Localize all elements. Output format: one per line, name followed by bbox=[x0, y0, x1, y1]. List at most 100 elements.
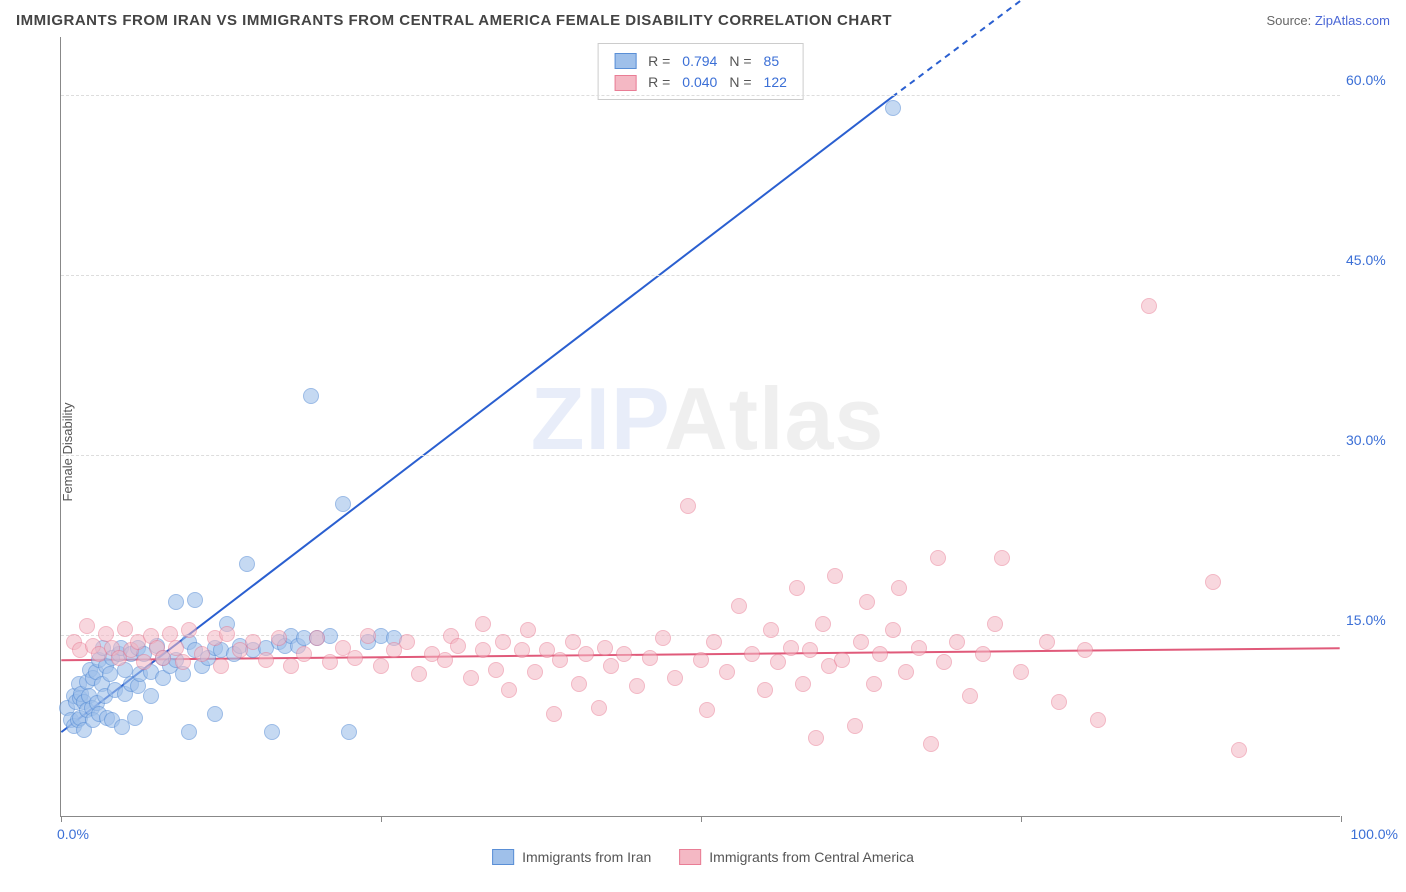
y-tick-label: 30.0% bbox=[1346, 432, 1398, 448]
data-point-central_america bbox=[815, 616, 831, 632]
data-point-central_america bbox=[853, 634, 869, 650]
data-point-central_america bbox=[642, 650, 658, 666]
data-point-central_america bbox=[347, 650, 363, 666]
data-point-central_america bbox=[731, 598, 747, 614]
data-point-central_america bbox=[450, 638, 466, 654]
data-point-central_america bbox=[770, 654, 786, 670]
data-point-central_america bbox=[1013, 664, 1029, 680]
data-point-iran bbox=[143, 688, 159, 704]
data-point-central_america bbox=[437, 652, 453, 668]
legend-series: Immigrants from Iran Immigrants from Cen… bbox=[492, 849, 914, 865]
chart-title: IMMIGRANTS FROM IRAN VS IMMIGRANTS FROM … bbox=[16, 12, 892, 29]
plot-area: ZIPAtlas R = 0.794 N = 85 R = 0.040 N = … bbox=[60, 37, 1340, 817]
data-point-central_america bbox=[591, 700, 607, 716]
data-point-iran bbox=[341, 724, 357, 740]
data-point-central_america bbox=[795, 676, 811, 692]
x-tick bbox=[701, 816, 702, 822]
gridline bbox=[61, 275, 1340, 276]
data-point-central_america bbox=[891, 580, 907, 596]
gridline bbox=[61, 95, 1340, 96]
data-point-central_america bbox=[898, 664, 914, 680]
data-point-central_america bbox=[565, 634, 581, 650]
data-point-central_america bbox=[847, 718, 863, 734]
data-point-iran bbox=[335, 496, 351, 512]
y-tick-label: 45.0% bbox=[1346, 252, 1398, 268]
x-tick bbox=[1341, 816, 1342, 822]
data-point-central_america bbox=[616, 646, 632, 662]
data-point-iran bbox=[102, 666, 118, 682]
data-point-central_america bbox=[373, 658, 389, 674]
data-point-central_america bbox=[552, 652, 568, 668]
data-point-central_america bbox=[699, 702, 715, 718]
swatch-iran bbox=[492, 849, 514, 865]
data-point-central_america bbox=[296, 646, 312, 662]
data-point-iran bbox=[168, 594, 184, 610]
data-point-central_america bbox=[271, 630, 287, 646]
source-prefix: Source: bbox=[1266, 13, 1314, 28]
data-point-central_america bbox=[495, 634, 511, 650]
data-point-central_america bbox=[936, 654, 952, 670]
data-point-central_america bbox=[1141, 298, 1157, 314]
data-point-central_america bbox=[213, 658, 229, 674]
data-point-iran bbox=[303, 388, 319, 404]
data-point-iran bbox=[239, 556, 255, 572]
data-point-central_america bbox=[866, 676, 882, 692]
data-point-central_america bbox=[994, 550, 1010, 566]
data-point-central_america bbox=[520, 622, 536, 638]
data-point-central_america bbox=[885, 622, 901, 638]
data-point-central_america bbox=[79, 618, 95, 634]
data-point-central_america bbox=[1090, 712, 1106, 728]
swatch-ca bbox=[679, 849, 701, 865]
x-axis-min-label: 0.0% bbox=[57, 826, 89, 842]
legend-label-ca: Immigrants from Central America bbox=[709, 849, 914, 865]
data-point-central_america bbox=[975, 646, 991, 662]
data-point-central_america bbox=[763, 622, 779, 638]
y-tick-label: 15.0% bbox=[1346, 612, 1398, 628]
source: Source: ZipAtlas.com bbox=[1266, 13, 1390, 28]
legend-item-iran: Immigrants from Iran bbox=[492, 849, 651, 865]
data-point-iran bbox=[187, 592, 203, 608]
data-point-central_america bbox=[808, 730, 824, 746]
data-point-central_america bbox=[283, 658, 299, 674]
data-point-central_america bbox=[1205, 574, 1221, 590]
data-point-central_america bbox=[667, 670, 683, 686]
data-point-central_america bbox=[757, 682, 773, 698]
data-point-central_america bbox=[719, 664, 735, 680]
data-point-central_america bbox=[834, 652, 850, 668]
gridline bbox=[61, 455, 1340, 456]
x-tick bbox=[1021, 816, 1022, 822]
source-link[interactable]: ZipAtlas.com bbox=[1315, 13, 1390, 28]
y-tick-label: 60.0% bbox=[1346, 72, 1398, 88]
data-point-central_america bbox=[1231, 742, 1247, 758]
data-point-central_america bbox=[962, 688, 978, 704]
data-point-central_america bbox=[655, 630, 671, 646]
data-point-central_america bbox=[501, 682, 517, 698]
data-point-central_america bbox=[911, 640, 927, 656]
legend-item-ca: Immigrants from Central America bbox=[679, 849, 914, 865]
data-point-central_america bbox=[475, 616, 491, 632]
data-point-central_america bbox=[1051, 694, 1067, 710]
data-point-central_america bbox=[1077, 642, 1093, 658]
data-point-central_america bbox=[693, 652, 709, 668]
data-point-central_america bbox=[411, 666, 427, 682]
data-point-central_america bbox=[463, 670, 479, 686]
data-point-central_america bbox=[514, 642, 530, 658]
data-point-iran bbox=[127, 710, 143, 726]
data-point-central_america bbox=[245, 634, 261, 650]
data-point-central_america bbox=[629, 678, 645, 694]
data-point-central_america bbox=[859, 594, 875, 610]
data-point-central_america bbox=[987, 616, 1003, 632]
data-point-central_america bbox=[360, 628, 376, 644]
data-point-central_america bbox=[578, 646, 594, 662]
legend-label-iran: Immigrants from Iran bbox=[522, 849, 651, 865]
data-point-central_america bbox=[309, 630, 325, 646]
data-point-iran bbox=[181, 724, 197, 740]
data-point-central_america bbox=[475, 642, 491, 658]
data-point-central_america bbox=[680, 498, 696, 514]
data-point-central_america bbox=[603, 658, 619, 674]
data-point-central_america bbox=[872, 646, 888, 662]
data-point-central_america bbox=[181, 622, 197, 638]
data-point-central_america bbox=[571, 676, 587, 692]
data-point-central_america bbox=[136, 654, 152, 670]
data-point-central_america bbox=[827, 568, 843, 584]
